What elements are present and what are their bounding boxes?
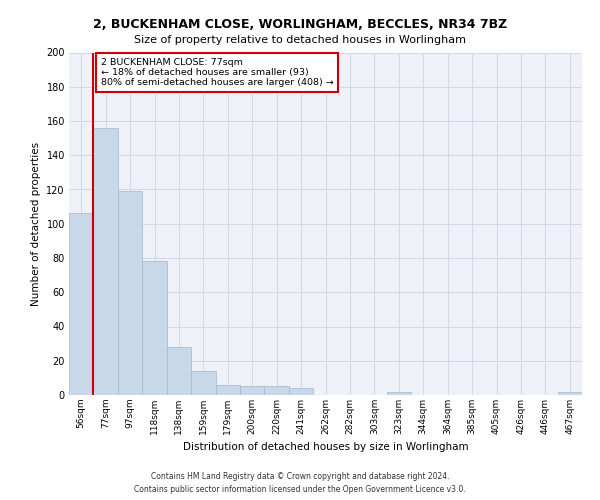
Bar xyxy=(240,386,265,395)
Bar xyxy=(69,214,94,395)
Bar xyxy=(386,392,411,395)
Y-axis label: Number of detached properties: Number of detached properties xyxy=(31,142,41,306)
Text: Contains HM Land Registry data © Crown copyright and database right 2024.
Contai: Contains HM Land Registry data © Crown c… xyxy=(134,472,466,494)
Bar xyxy=(94,128,118,395)
Text: 2, BUCKENHAM CLOSE, WORLINGHAM, BECCLES, NR34 7BZ: 2, BUCKENHAM CLOSE, WORLINGHAM, BECCLES,… xyxy=(93,18,507,30)
Bar xyxy=(142,262,167,395)
Bar xyxy=(191,371,215,395)
Bar xyxy=(215,384,240,395)
Bar xyxy=(289,388,313,395)
X-axis label: Distribution of detached houses by size in Worlingham: Distribution of detached houses by size … xyxy=(182,442,469,452)
Bar xyxy=(265,386,289,395)
Bar xyxy=(557,392,582,395)
Bar xyxy=(118,191,142,395)
Bar xyxy=(167,347,191,395)
Text: 2 BUCKENHAM CLOSE: 77sqm
← 18% of detached houses are smaller (93)
80% of semi-d: 2 BUCKENHAM CLOSE: 77sqm ← 18% of detach… xyxy=(101,58,334,88)
Text: Size of property relative to detached houses in Worlingham: Size of property relative to detached ho… xyxy=(134,35,466,45)
